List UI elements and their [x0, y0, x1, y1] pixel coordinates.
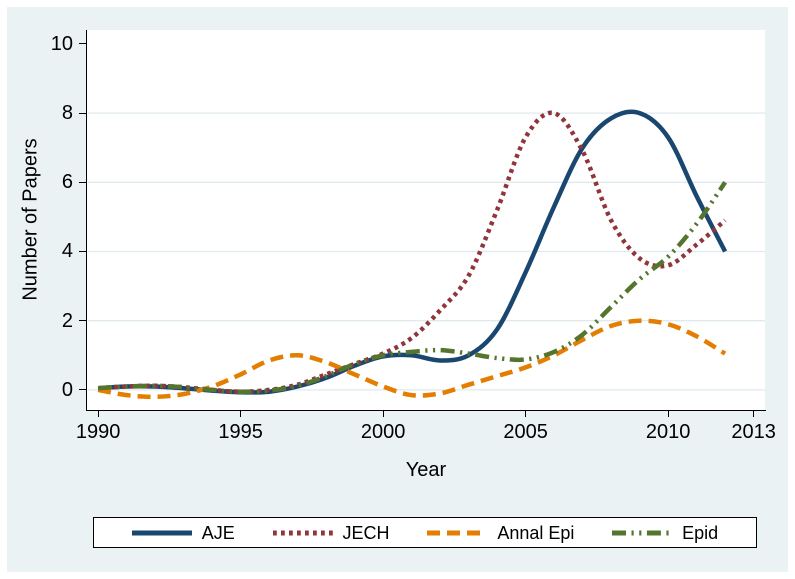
y-tick-mark — [79, 181, 86, 183]
x-tick-mark — [667, 411, 669, 417]
legend-label-aje: AJE — [201, 522, 235, 543]
legend-label-epid: Epid — [682, 522, 719, 543]
legend-item-jech: JECH — [272, 522, 390, 543]
legend-label-jech: JECH — [342, 522, 390, 543]
x-tick-mark — [97, 411, 99, 417]
x-tick-label: 2005 — [503, 421, 548, 443]
legend-item-aje: AJE — [131, 522, 235, 543]
y-tick-mark — [79, 43, 86, 45]
chart-canvas: Number of Papers Year AJE JECH Annal Epi Ep… — [7, 7, 788, 572]
x-tick-mark — [382, 411, 384, 417]
y-tick-mark — [79, 320, 86, 322]
x-tick-label: 1995 — [218, 421, 263, 443]
y-axis-line — [86, 30, 87, 411]
plot-area — [87, 30, 765, 410]
y-axis-title: Number of Papers — [19, 138, 42, 301]
x-tick-label: 2010 — [645, 421, 691, 443]
y-tick-label: 8 — [61, 102, 73, 125]
x-axis-line — [86, 410, 766, 411]
y-tick-mark — [79, 389, 86, 391]
y-tick-mark — [79, 112, 86, 114]
y-tick-label: 2 — [61, 309, 73, 332]
x-tick-mark — [525, 411, 527, 417]
legend-swatch-jech — [272, 530, 333, 535]
legend-item-epid: Epid — [612, 523, 718, 543]
x-tick-mark — [240, 411, 242, 417]
y-tick-label: 4 — [61, 240, 73, 263]
y-tick-mark — [79, 250, 86, 252]
legend: AJE JECH Annal Epi Epid — [93, 517, 757, 548]
x-tick-label: 1990 — [75, 421, 121, 443]
legend-label-annal-epi: Annal Epi — [497, 522, 575, 543]
legend-swatch-annal-epi — [427, 530, 488, 535]
legend-item-annal-epi: Annal Epi — [427, 523, 574, 543]
series-line-epid — [97, 181, 727, 394]
y-tick-label: 6 — [61, 171, 73, 194]
legend-swatch-epid — [612, 530, 673, 535]
legend-swatch-aje — [131, 530, 192, 535]
x-tick-label: 2000 — [360, 421, 406, 443]
x-tick-label: 2013 — [731, 421, 776, 443]
y-tick-label: 0 — [61, 378, 73, 401]
x-tick-mark — [753, 411, 755, 417]
y-tick-label: 10 — [50, 32, 73, 55]
series-line-annal-epi — [97, 318, 727, 400]
x-axis-title: Year — [405, 459, 447, 481]
plot-svg — [88, 109, 765, 400]
